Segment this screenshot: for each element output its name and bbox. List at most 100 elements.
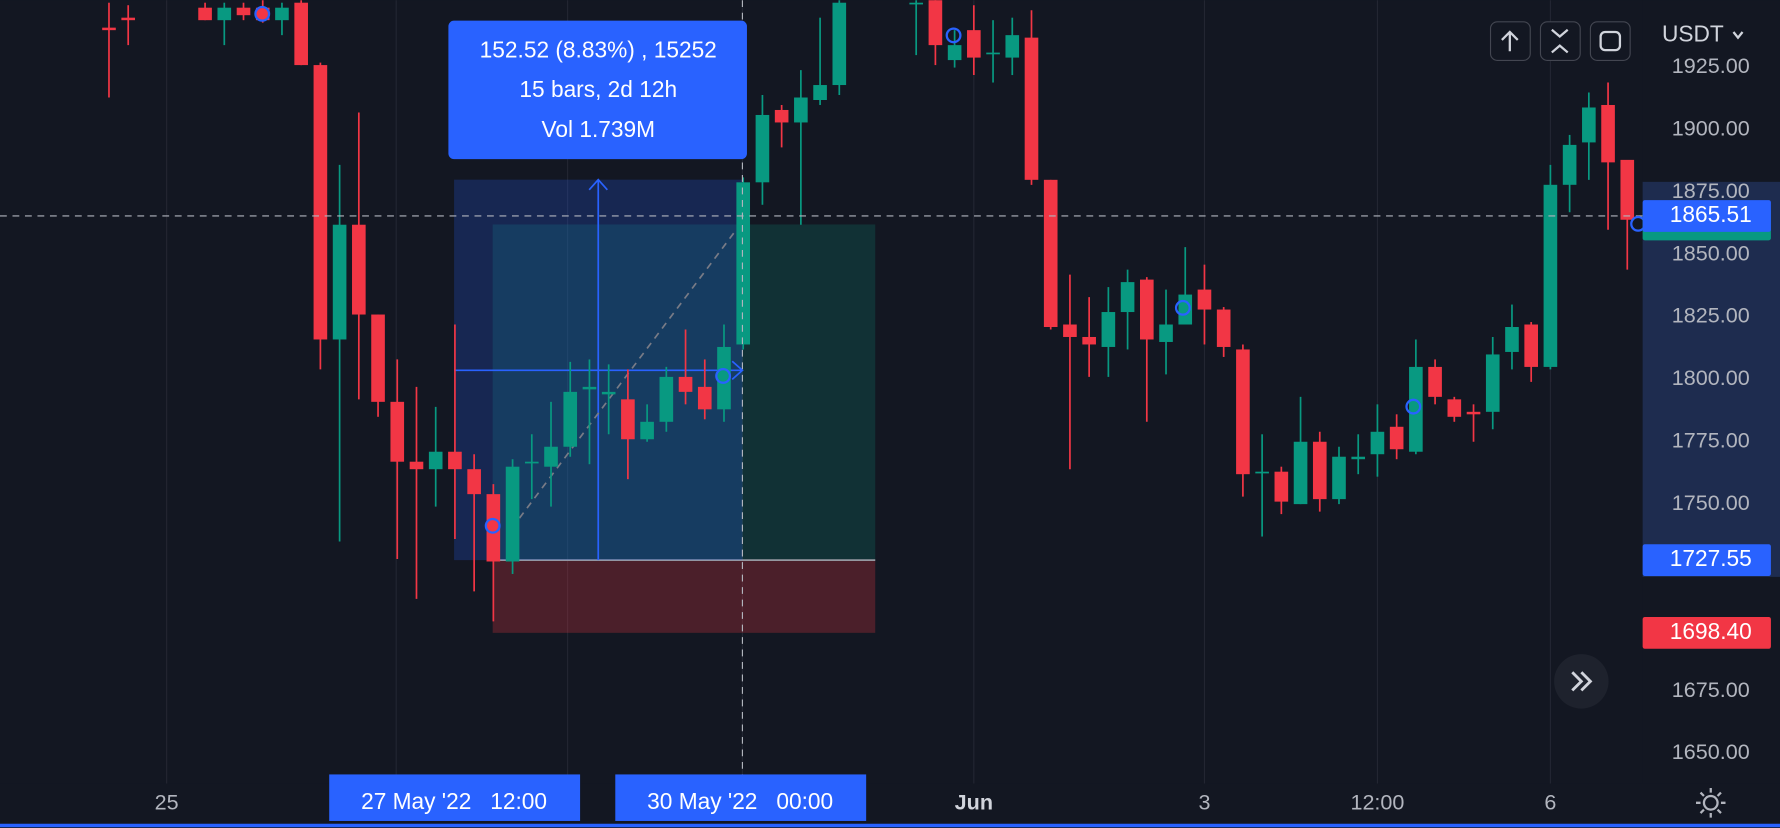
loss-zone	[492, 560, 876, 633]
candle-body	[1043, 179, 1058, 328]
candle-body	[582, 386, 597, 390]
y-tick-label: 1900.00	[1672, 116, 1750, 141]
candle-body	[275, 7, 289, 21]
candle-body	[1024, 37, 1039, 180]
date-badge-text: 27 May '22 12:00	[361, 788, 547, 814]
candle-body	[428, 451, 443, 470]
candle-body	[986, 52, 1000, 55]
candle-body	[255, 7, 270, 21]
y-tick-label: 1825.00	[1672, 303, 1750, 328]
y-tick-label: 1750.00	[1672, 490, 1750, 515]
measure-tooltip-text: 152.52 (8.83%) , 15252	[480, 36, 717, 62]
candle-body	[448, 451, 462, 470]
price-label: 1698.40	[1670, 618, 1752, 644]
candle-body	[1005, 35, 1020, 58]
candle-body	[736, 182, 751, 345]
candle-body	[755, 114, 770, 183]
candle-body	[1101, 312, 1116, 347]
candle-body	[198, 7, 212, 21]
currency-label[interactable]: USDT	[1662, 20, 1724, 46]
candle-body	[1582, 107, 1596, 143]
measure-tooltip-text: Vol 1.739M	[541, 116, 655, 142]
candle-body	[524, 461, 539, 464]
candle-body	[294, 2, 308, 66]
idea-marker[interactable]	[254, 5, 271, 22]
candle-body	[813, 85, 827, 101]
candle-body	[467, 469, 481, 495]
candle-body	[717, 346, 731, 410]
idea-marker	[715, 368, 732, 384]
price-label-bg	[1642, 200, 1771, 232]
y-tick-label: 1675.00	[1672, 677, 1750, 702]
y-tick-label: 1800.00	[1672, 365, 1750, 390]
candle-body	[967, 30, 981, 58]
y-tick-label: 1925.00	[1672, 53, 1750, 78]
candle-body	[1428, 366, 1442, 397]
x-tick-label: 12:00	[1350, 790, 1404, 815]
candle-body	[1255, 471, 1269, 474]
candle-body	[563, 391, 578, 447]
candle-body	[1197, 289, 1212, 310]
candle-body	[1601, 104, 1615, 163]
candle-body	[640, 421, 654, 440]
axes: 1650.001675.001700.001725.001750.001775.…	[155, 53, 1771, 821]
time-axis	[0, 783, 1780, 828]
candle-body	[1236, 349, 1250, 475]
idea-marker[interactable]	[1174, 299, 1191, 316]
up-icon	[1501, 30, 1519, 52]
fullscreen-button[interactable]	[1589, 21, 1631, 61]
candle-body	[1620, 159, 1635, 220]
idea-marker[interactable]	[945, 27, 962, 44]
y-tick-label: 1775.00	[1672, 427, 1750, 452]
candle-body	[1159, 324, 1173, 342]
y-tick-label: 1850.00	[1672, 240, 1750, 265]
candle-body	[1312, 441, 1327, 500]
candle-body	[794, 97, 808, 123]
candle-body	[659, 376, 674, 422]
date-badge-text: 30 May '22 00:00	[647, 788, 833, 814]
candle-body	[1524, 324, 1538, 367]
candle-body	[1466, 411, 1481, 415]
candle-body	[697, 386, 712, 410]
candle-body	[1562, 144, 1577, 185]
idea-marker	[484, 517, 501, 534]
candle-body	[1139, 279, 1154, 340]
y-tick-label: 1650.00	[1672, 739, 1750, 764]
measure-tooltip-text: 15 bars, 2d 12h	[519, 76, 677, 102]
x-tick-label: 6	[1544, 790, 1556, 815]
toolbar: USDT	[1489, 20, 1744, 818]
candle-body	[947, 45, 962, 61]
price-label-bg	[1642, 616, 1771, 649]
candle-body	[371, 314, 385, 402]
candle-body	[928, 0, 943, 46]
candle-body	[909, 2, 923, 5]
candle-body	[1216, 309, 1231, 347]
idea-marker[interactable]	[1405, 398, 1422, 415]
candle-body	[236, 7, 251, 16]
candle-body	[832, 2, 847, 86]
candle-body	[352, 224, 366, 315]
date-badge	[329, 774, 581, 821]
candle-body	[390, 401, 405, 462]
price-label: 1865.51	[1670, 201, 1752, 227]
candle-body	[601, 391, 616, 395]
price-range-highlight	[1642, 181, 1780, 577]
candle-body	[1063, 324, 1077, 337]
candle-body	[505, 466, 520, 562]
scroll-right-icon	[1571, 671, 1593, 692]
candle-body	[1370, 431, 1385, 455]
candle-body	[1485, 354, 1500, 412]
candle-body	[1274, 471, 1289, 502]
candle-body	[486, 494, 501, 562]
candle-body	[1389, 426, 1404, 450]
price-label-bg	[1642, 544, 1771, 577]
candle-body	[1543, 184, 1558, 367]
x-tick-label: 3	[1198, 790, 1210, 815]
candle-body	[332, 224, 347, 340]
settings-icon[interactable]	[1695, 788, 1726, 818]
candle-body	[678, 376, 693, 392]
candle-body	[1409, 366, 1423, 452]
collapse-button[interactable]	[1539, 21, 1581, 61]
collapse-icon	[1551, 28, 1569, 54]
